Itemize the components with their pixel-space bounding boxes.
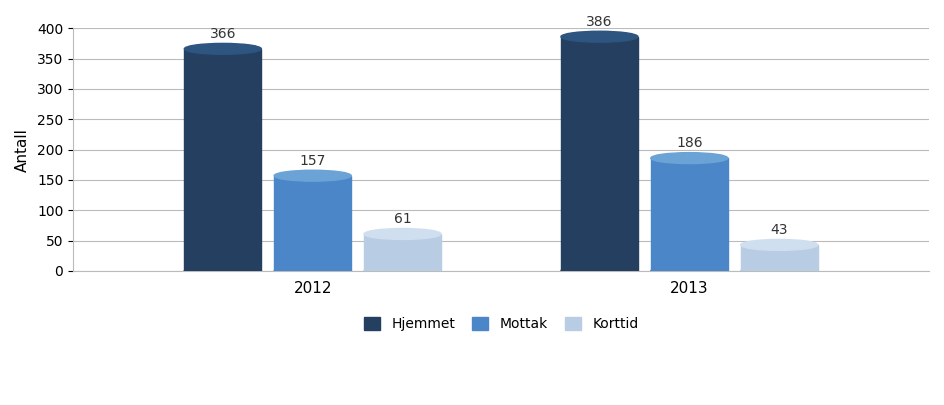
Y-axis label: Antall: Antall — [15, 128, 30, 172]
Text: 186: 186 — [676, 136, 702, 150]
Text: 43: 43 — [770, 223, 788, 237]
Ellipse shape — [184, 43, 261, 54]
Ellipse shape — [364, 228, 441, 239]
Ellipse shape — [561, 31, 638, 42]
Ellipse shape — [741, 239, 818, 250]
Text: 157: 157 — [299, 154, 326, 168]
Ellipse shape — [650, 266, 728, 277]
Bar — [561, 37, 638, 271]
Ellipse shape — [561, 266, 638, 277]
Ellipse shape — [364, 266, 441, 277]
Ellipse shape — [274, 266, 351, 277]
Text: 366: 366 — [210, 27, 236, 41]
Text: 61: 61 — [394, 212, 412, 226]
Legend: Hjemmet, Mottak, Korttid: Hjemmet, Mottak, Korttid — [358, 312, 644, 337]
Bar — [184, 49, 261, 271]
Bar — [274, 176, 351, 271]
Ellipse shape — [741, 266, 818, 277]
Bar — [741, 245, 818, 271]
Ellipse shape — [650, 153, 728, 164]
Bar — [364, 234, 441, 271]
Text: 386: 386 — [586, 15, 613, 29]
Bar — [650, 158, 728, 271]
Ellipse shape — [184, 266, 261, 277]
Ellipse shape — [274, 170, 351, 181]
